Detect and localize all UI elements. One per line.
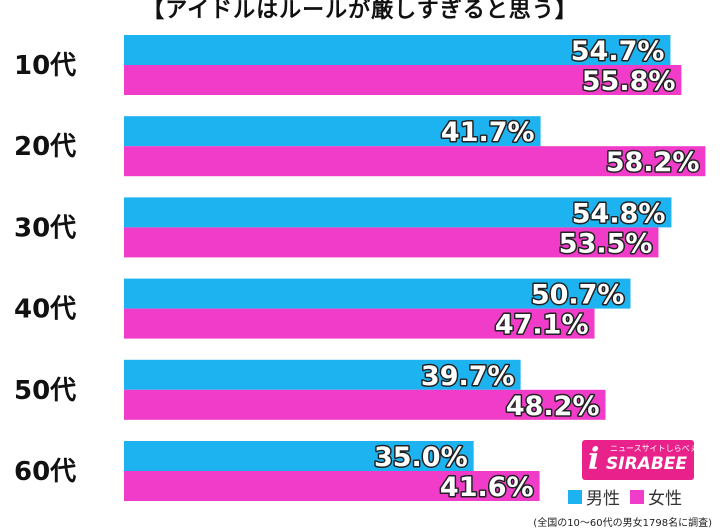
bar-female xyxy=(124,65,682,95)
data-label: 58.2% xyxy=(606,147,700,178)
category-label: 20代 xyxy=(14,132,76,162)
logo-text: SIRABEE xyxy=(606,454,687,474)
legend-item-male: 男性 xyxy=(568,484,620,509)
category-label: 10代 xyxy=(14,51,76,81)
logo-mark: i xyxy=(588,442,600,477)
bar-male xyxy=(124,278,631,309)
legend-label-male: 男性 xyxy=(586,489,620,509)
survey-footnote: (全国の10〜60代の男女1798名に調査) xyxy=(533,518,712,529)
bar-female xyxy=(124,227,659,258)
bar-female xyxy=(124,471,540,501)
legend: 男性 女性 xyxy=(568,484,692,509)
category-label: 40代 xyxy=(14,295,76,325)
bar-male xyxy=(124,197,672,228)
bar-male xyxy=(124,35,671,65)
bar-male xyxy=(124,116,541,147)
data-label: 47.1% xyxy=(495,310,589,341)
sirabee-logo: i ニュースサイトしらべぇ SIRABEE xyxy=(582,440,694,480)
data-label: 35.0% xyxy=(374,442,468,473)
data-label: 41.7% xyxy=(441,117,535,148)
bar-male xyxy=(124,359,521,390)
data-label: 54.7% xyxy=(571,36,665,67)
data-label: 54.8% xyxy=(572,198,666,229)
bar-female xyxy=(124,389,606,420)
category-label: 60代 xyxy=(14,457,76,487)
data-label: 39.7% xyxy=(421,361,515,392)
data-label: 53.5% xyxy=(559,228,653,259)
legend-swatch-female xyxy=(630,489,644,504)
legend-swatch-male xyxy=(568,489,582,504)
category-label: 30代 xyxy=(14,213,76,243)
logo-tagline: ニュースサイトしらべぇ xyxy=(610,444,694,453)
data-label: 50.7% xyxy=(531,280,625,311)
legend-item-female: 女性 xyxy=(630,484,682,509)
bar-female xyxy=(124,308,595,339)
data-label: 41.6% xyxy=(440,472,534,503)
bar-male xyxy=(124,441,474,471)
category-label: 50代 xyxy=(14,376,76,406)
data-label: 48.2% xyxy=(506,391,600,422)
legend-label-female: 女性 xyxy=(648,489,682,509)
chart-title: 【アイドルはルールが厳しすぎると思う】 xyxy=(142,0,578,23)
data-label: 55.8% xyxy=(582,66,676,97)
bar-female xyxy=(124,146,706,177)
